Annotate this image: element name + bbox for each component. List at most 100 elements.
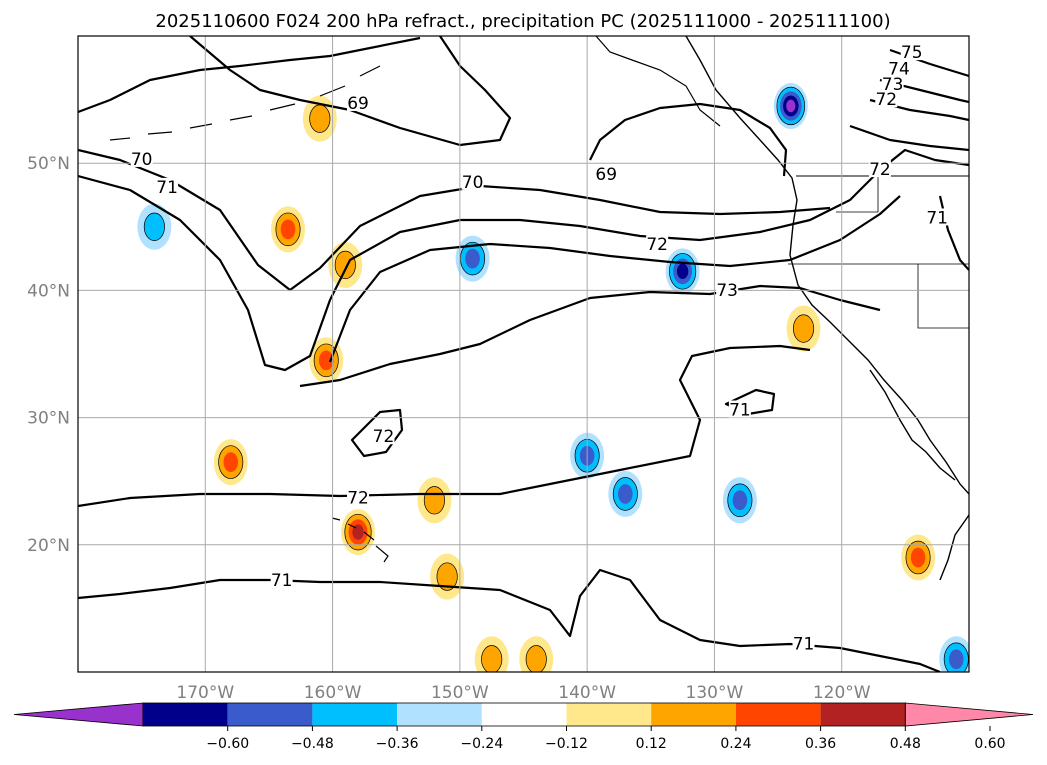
contour-label-bg [792, 634, 815, 652]
precip-band [786, 99, 796, 113]
state-borders [788, 176, 969, 329]
contour-72 [328, 195, 901, 363]
north-america-coastline [685, 36, 969, 495]
precip-band [618, 484, 633, 504]
contour-label-bg [156, 177, 179, 195]
refractivity-contours [78, 36, 969, 672]
precip-blob [773, 82, 808, 129]
contour-label-bg [270, 570, 293, 588]
precip-band [143, 212, 165, 241]
precip-band [223, 452, 239, 472]
precip-band [423, 486, 445, 515]
precip-band [525, 645, 547, 672]
contour-label: 71 [926, 208, 948, 228]
contour-label: 71 [729, 401, 751, 421]
contour-73 [299, 284, 881, 388]
precip-blob [341, 509, 376, 556]
x-tick-label: 130°W [686, 683, 744, 703]
x-tick-label: 160°W [304, 683, 362, 703]
colorbar-segment [566, 703, 652, 726]
contour-label-bg [130, 149, 153, 167]
precip-blob [417, 477, 452, 524]
contour-label-bg [595, 165, 618, 183]
contour-72-closed [350, 408, 404, 458]
map-frame [77, 35, 970, 673]
contour-69-north [78, 36, 421, 114]
precip-band [334, 250, 356, 280]
y-tick-label: 40°N [27, 281, 70, 301]
precip-blob [430, 553, 465, 600]
contour-label: 71 [271, 571, 293, 591]
colorbar-segment [312, 703, 398, 726]
contour-label-bg [646, 235, 669, 253]
contour-label: 73 [882, 75, 904, 95]
precip-band [481, 645, 503, 672]
contour-label-bg [926, 208, 949, 226]
precip-blob [328, 241, 363, 288]
y-tick-label: 20°N [27, 536, 70, 556]
colorbar-segment [651, 703, 736, 726]
precip-band [732, 490, 748, 511]
colorbar-segment [481, 703, 567, 726]
precip-band [318, 350, 334, 371]
aleutian-islands [109, 65, 381, 141]
colorbar-segment [397, 703, 482, 726]
contour-72-south [78, 344, 811, 508]
precip-blob [901, 534, 936, 581]
precip-band [676, 263, 689, 279]
axis-ticks: 170°W 160°W 150°W 140°W 130°W 120°W 20°N 30°N 40… [27, 154, 871, 703]
x-tick-label: 140°W [558, 683, 616, 703]
contour-label: 72 [646, 235, 668, 255]
colorbar-tick-label: 0.24 [720, 736, 751, 752]
gridlines [78, 36, 969, 672]
colorbar-segment [820, 703, 906, 726]
alaska-coast [595, 36, 721, 127]
precip-blob [137, 203, 172, 250]
contour-label-bg [900, 43, 923, 61]
contour-label-bg [716, 280, 739, 298]
contour-label-bg [881, 74, 904, 92]
contour-label: 69 [595, 165, 617, 185]
precip-blob [474, 636, 509, 672]
chart-title: 2025110600 F024 200 hPa refract., precip… [155, 11, 890, 32]
colorbar-segment [143, 703, 228, 726]
precip-band [465, 248, 480, 269]
colorbar-extend-high [904, 702, 1034, 727]
colorbar-tick-label: −0.36 [376, 736, 419, 752]
colorbar-tick-label: −0.48 [291, 736, 334, 752]
mexico-coastline [939, 514, 969, 581]
colorbar-tick-label: −0.24 [460, 736, 503, 752]
precip-blob [302, 95, 337, 142]
contour-label: 71 [793, 635, 815, 655]
precip-blob [939, 636, 969, 672]
contour-label: 72 [347, 488, 369, 508]
contour-label: 70 [131, 150, 153, 170]
precip-band [309, 104, 331, 133]
baja-coastline [869, 369, 956, 481]
colorbar-tick-label: 0.12 [636, 736, 667, 752]
contour-label-bg [875, 90, 898, 108]
colorbar-tick-label: −0.12 [545, 736, 588, 752]
contour-label-bg [347, 93, 370, 111]
contour-label-bg [372, 427, 395, 445]
colorbar-frame [142, 702, 906, 727]
x-tick-label: 150°W [431, 683, 489, 703]
contour-label-bg [868, 160, 891, 178]
precip-blob [608, 470, 643, 517]
hawaii-islands [331, 517, 389, 563]
precip-band [792, 314, 815, 343]
contour-label: 75 [901, 43, 923, 63]
x-tick-label: 170°W [176, 683, 234, 703]
contour-label-bg [728, 400, 751, 418]
y-tick-label: 30°N [27, 409, 70, 429]
precip-blob [455, 235, 490, 282]
contour-label: 72 [869, 160, 891, 180]
contour-71-south [78, 568, 941, 672]
precip-band [436, 562, 458, 591]
contour-label: 69 [347, 94, 369, 114]
colorbar-tick-label: 0.48 [890, 736, 921, 752]
contour-label-bg [887, 59, 910, 77]
